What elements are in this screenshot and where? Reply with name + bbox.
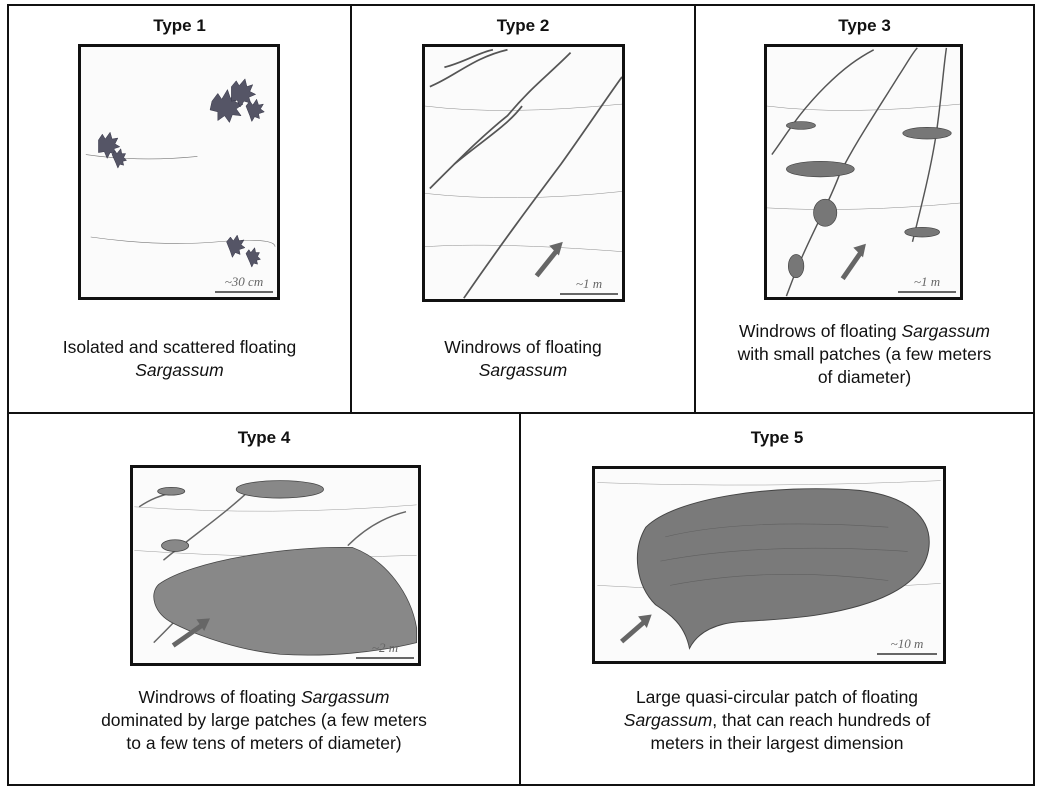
caption-species-name: Sargassum xyxy=(478,360,568,380)
panel-type-2: Type 2 ~1 m Windrows of floating Sargass… xyxy=(352,6,694,412)
panel-type-4: Type 4 ~2 m Windr xyxy=(9,414,519,784)
column-divider-1 xyxy=(350,4,352,413)
sketch-scattered-sargassum: ~30 cm xyxy=(78,44,280,300)
scale-label: ~2 m xyxy=(371,640,399,655)
panel-caption: Windrows of floating Sargassum dominated… xyxy=(9,686,519,755)
figure-frame xyxy=(7,4,1035,786)
scale-bar: ~1 m xyxy=(560,276,618,295)
caption-species-name: Sargassum xyxy=(135,360,224,380)
scale-label: ~10 m xyxy=(890,636,924,651)
panel-caption: Windrows of floating Sargassum xyxy=(352,336,694,382)
scale-bar: ~2 m xyxy=(356,640,414,659)
caption-line-1: Windrows of floating xyxy=(138,687,301,707)
scale-line xyxy=(560,293,618,295)
scale-bar: ~30 cm xyxy=(215,274,273,293)
scale-label: ~1 m xyxy=(913,274,941,289)
caption-line-1: Windrows of floating xyxy=(739,321,902,341)
panel-title: Type 2 xyxy=(496,16,550,35)
scale-label: ~1 m xyxy=(575,276,603,291)
caption-line-3: of diameter) xyxy=(817,367,912,387)
panel-caption: Windrows of floating Sargassum with smal… xyxy=(696,320,1033,389)
panel-caption: Isolated and scattered floating Sargassu… xyxy=(9,336,350,382)
scale-line xyxy=(215,291,273,293)
sketch-windrows-large-patches: ~2 m xyxy=(130,465,421,666)
sketch-large-circular-patch: ~10 m xyxy=(592,466,946,664)
panel-type-1: Type 1 ~30 cm Isolated and scattered flo… xyxy=(9,6,350,412)
caption-line-1: Large quasi-circular patch of floating xyxy=(635,687,919,707)
panel-title: Type 5 xyxy=(750,428,804,447)
panel-title: Type 4 xyxy=(237,428,291,447)
scale-label: ~30 cm xyxy=(224,274,264,289)
caption-species-name: Sargassum xyxy=(901,321,990,341)
caption-line-2: , that can reach hundreds of xyxy=(712,710,931,730)
panel-title: Type 1 xyxy=(153,16,206,35)
panel-type-3: Type 3 ~1 m xyxy=(696,6,1033,412)
caption-line-3: meters in their largest dimension xyxy=(650,733,904,753)
sketch-windrows: ~1 m xyxy=(422,44,625,302)
scale-bar: ~10 m xyxy=(877,636,937,655)
column-divider-3 xyxy=(519,412,521,786)
scale-bar: ~1 m xyxy=(898,274,956,293)
panel-title: Type 3 xyxy=(838,16,891,35)
scale-line xyxy=(898,291,956,293)
row-divider xyxy=(7,412,1035,414)
caption-line-1: Isolated and scattered floating xyxy=(62,337,297,357)
sketch-windrows-small-patches: ~1 m xyxy=(764,44,963,300)
caption-species-name: Sargassum xyxy=(623,710,713,730)
caption-line-2: dominated by large patches (a few meters xyxy=(101,710,427,730)
column-divider-2 xyxy=(694,4,696,413)
caption-line-1: Windrows of floating xyxy=(444,337,602,357)
scale-line xyxy=(356,657,414,659)
panel-type-5: Type 5 ~10 m Large quasi-circular patch … xyxy=(521,414,1033,784)
scale-line xyxy=(877,653,937,655)
caption-species-name: Sargassum xyxy=(300,687,390,707)
panel-caption: Large quasi-circular patch of floating S… xyxy=(521,686,1033,755)
caption-line-3: to a few tens of meters of diameter) xyxy=(126,733,402,753)
caption-line-2: with small patches (a few meters xyxy=(737,344,992,364)
